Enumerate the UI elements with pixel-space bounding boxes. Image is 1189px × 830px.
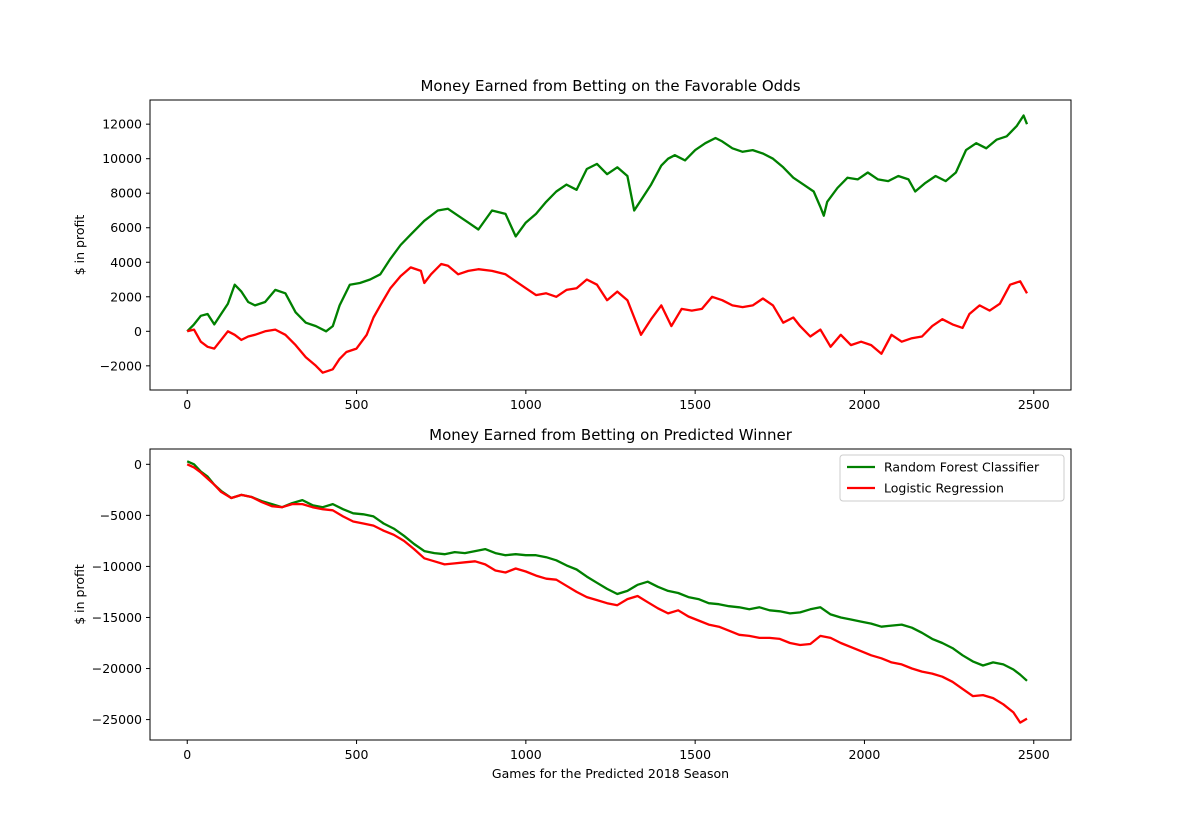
y-axis-label: $ in profit [72,564,87,625]
x-tick-label: 2000 [849,397,881,412]
y-tick-label: −25000 [92,712,142,727]
x-tick-label: 1500 [679,397,711,412]
y-tick-label: −15000 [92,610,142,625]
axes-frame [149,99,1072,391]
x-tick-label: 0 [183,747,191,762]
legend-box [839,454,1065,502]
legend: Random Forest Classifier Logistic Regress… [839,454,1065,502]
y-tick-label: 0 [134,324,142,339]
y-tick-label: 12000 [102,117,142,132]
y-tick-label: 6000 [110,220,142,235]
legend-entry-label: Logistic Regression [884,481,1004,496]
x-tick-label: 1500 [679,747,711,762]
y-tick-label: −10000 [92,559,142,574]
axes-frame [149,448,1072,741]
x-tick-label: 500 [345,397,369,412]
y-tick-label: 0 [134,457,142,472]
series-line-logistic-regression [186,463,1028,724]
y-tick-label: 8000 [110,186,142,201]
chart-favorable-odds: 0 500 1000 1500 2000 2500 −2000 0 2000 4000 6000 80… [72,77,1072,412]
chart-title: Money Earned from Betting on the Favorab… [420,77,800,95]
series-line-green [186,114,1029,333]
x-tick-label: 2000 [849,747,881,762]
y-axis-label: $ in profit [72,215,87,276]
x-tick-label: 2500 [1018,397,1050,412]
y-tick-label: 4000 [110,255,142,270]
x-tick-label: 500 [345,747,369,762]
series-line-random-forest-classifier [186,460,1028,682]
x-tick-label: 2500 [1018,747,1050,762]
x-tick-label: 1000 [510,747,542,762]
x-tick-label: 0 [183,397,191,412]
y-tick-label: 10000 [102,151,142,166]
x-tick-label: 1000 [510,397,542,412]
series-line-red [186,262,1029,374]
chart-predicted-winner: 0 500 1000 1500 2000 2500 0 −5000 −10000 −15000 −2… [72,426,1072,781]
chart-title: Money Earned from Betting on Predicted W… [429,426,793,444]
legend-entry-label: Random Forest Classifier [884,460,1040,475]
y-tick-label: −2000 [100,358,142,373]
y-tick-label: 2000 [110,289,142,304]
x-axis-label: Games for the Predicted 2018 Season [492,766,729,781]
y-tick-label: −20000 [92,661,142,676]
y-tick-label: −5000 [100,508,142,523]
